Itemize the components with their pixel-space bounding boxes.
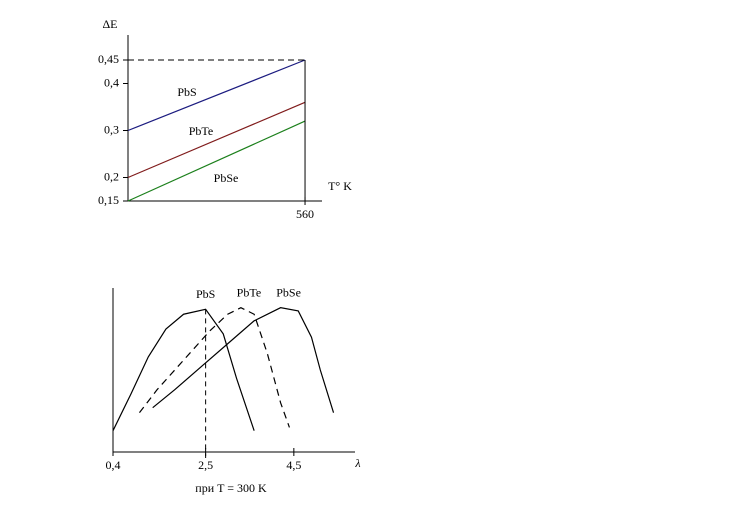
- x-tick-label: 2,5: [198, 458, 213, 472]
- series-label: PbSe: [276, 285, 301, 299]
- series-label: PbTe: [189, 124, 214, 138]
- series-line: [112, 308, 255, 431]
- y-tick-label: 0,45: [98, 52, 119, 66]
- x-axis-label: T° K: [328, 179, 352, 193]
- y-axis-label: ΔE: [102, 17, 117, 31]
- series-line: [152, 307, 335, 413]
- x-axis-label: λ: [354, 456, 360, 470]
- series-label: PbS: [177, 85, 196, 99]
- annotation: при T = 300 K: [195, 481, 267, 495]
- series-line: [138, 307, 290, 428]
- series-line: [127, 101, 306, 179]
- y-tick-label: 0,4: [104, 75, 119, 89]
- x-tick-label: 560: [296, 207, 314, 221]
- series-line: [127, 120, 306, 202]
- series-label: PbSe: [214, 171, 239, 185]
- series-label: PbTe: [237, 285, 262, 299]
- y-tick-label: 0,3: [104, 122, 119, 136]
- x-tick-label: 0,4: [106, 458, 121, 472]
- y-tick-label: 0,2: [104, 169, 119, 183]
- series-line: [127, 59, 306, 132]
- series-label: PbS: [196, 287, 215, 301]
- x-tick-label: 4,5: [286, 458, 301, 472]
- y-tick-label: 0,15: [98, 193, 119, 207]
